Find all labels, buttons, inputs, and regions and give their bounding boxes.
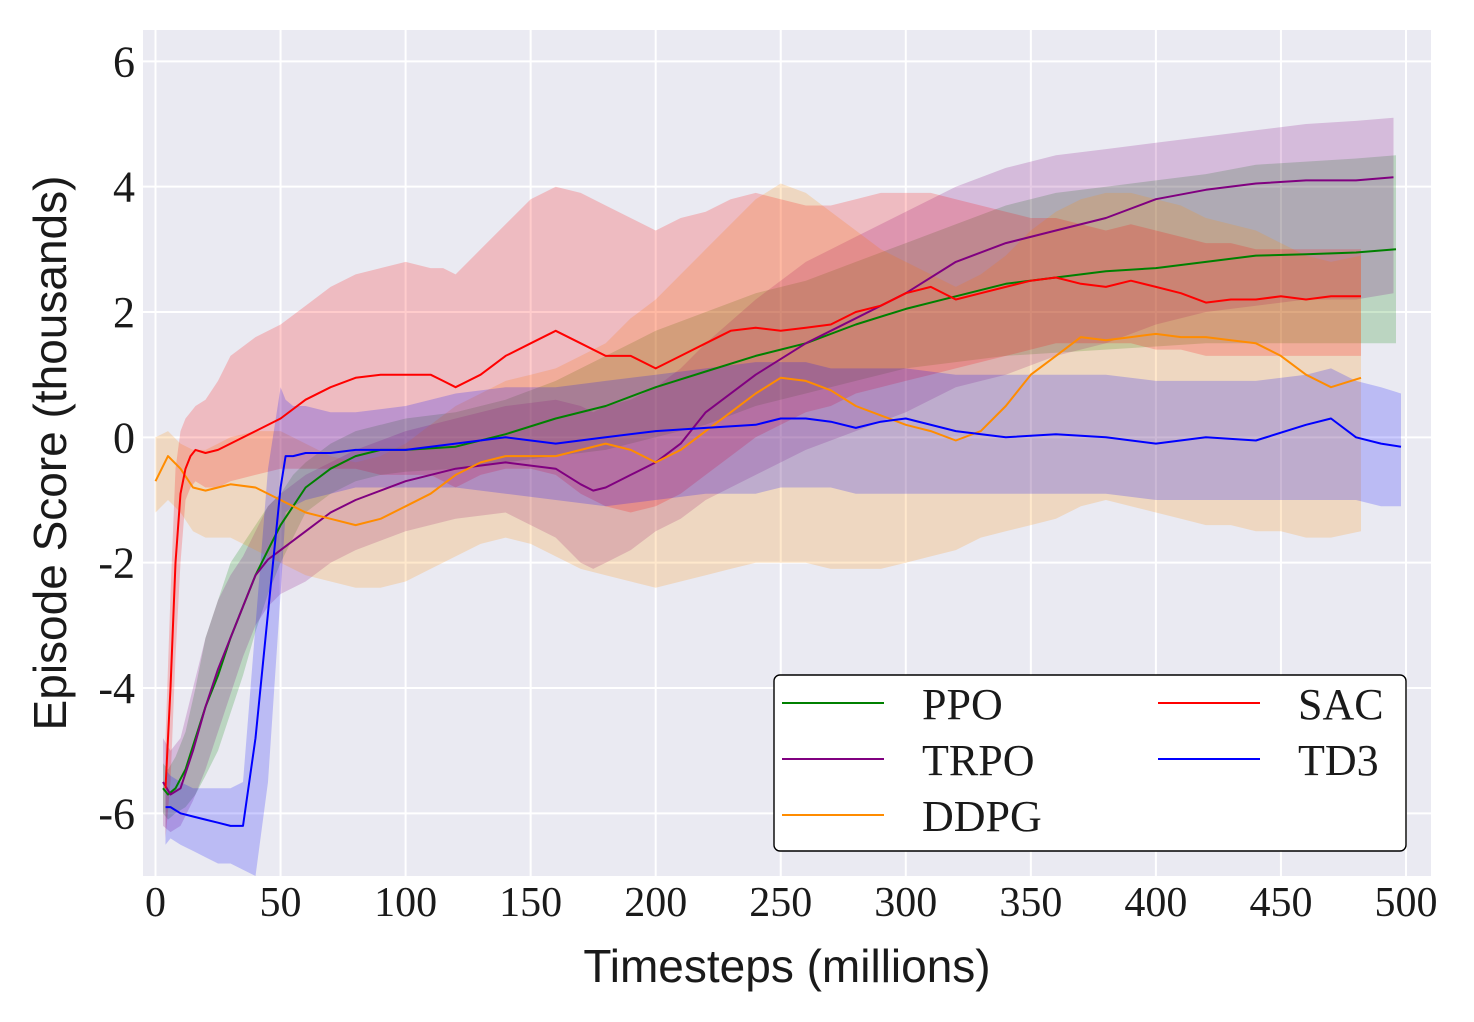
legend-label-sac: SAC <box>1298 680 1384 729</box>
y-tick-label: -6 <box>98 789 135 838</box>
x-tick-label: 400 <box>1124 880 1187 926</box>
x-tick-label: 450 <box>1249 880 1312 926</box>
x-tick-label: 100 <box>374 880 437 926</box>
line-td3 <box>165 417 1402 827</box>
band-sac <box>165 186 1361 839</box>
x-tick-labels: 0 50 100 150 200 250 300 350 400 450 500 <box>145 880 1437 926</box>
legend-label-ddpg: DDPG <box>922 792 1042 841</box>
x-tick-label: 200 <box>624 880 687 926</box>
y-tick-label: 4 <box>113 163 135 212</box>
y-tick-label: -4 <box>98 664 135 713</box>
legend: PPO TRPO DDPG SAC TD3 <box>773 674 1407 852</box>
x-tick-label: 150 <box>499 880 562 926</box>
x-tick-label: 300 <box>874 880 937 926</box>
band-td3 <box>165 362 1401 877</box>
line-trpo <box>162 176 1394 796</box>
legend-frame <box>773 674 1407 852</box>
x-axis-label: Timesteps (millions) <box>583 940 990 992</box>
x-tick-label: 250 <box>749 880 812 926</box>
series-lines <box>154 176 1402 827</box>
x-tick-label: 0 <box>145 880 166 926</box>
line-sac <box>164 276 1361 789</box>
x-tick-label: 350 <box>999 880 1062 926</box>
band-ppo <box>163 155 1396 820</box>
y-tick-label: 2 <box>113 288 135 337</box>
legend-label-td3: TD3 <box>1298 736 1379 785</box>
y-tick-label: 6 <box>113 37 135 86</box>
y-axis-label: Episode Score (thousands) <box>24 176 76 731</box>
x-tick-label: 50 <box>260 880 302 926</box>
y-tick-label: -2 <box>98 539 135 588</box>
y-tick-label: 0 <box>113 413 135 462</box>
x-tick-label: 500 <box>1374 880 1437 926</box>
band-ddpg <box>155 183 1361 588</box>
confidence-bands <box>155 117 1401 877</box>
line-ddpg <box>154 332 1362 527</box>
band-trpo <box>163 117 1394 833</box>
legend-label-trpo: TRPO <box>922 736 1034 785</box>
legend-label-ppo: PPO <box>922 680 1003 729</box>
y-tick-labels: -6 -4 -2 0 2 4 6 <box>98 37 135 838</box>
